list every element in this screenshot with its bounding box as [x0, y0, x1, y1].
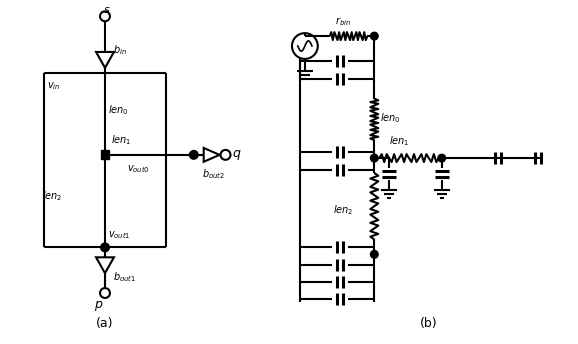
Text: (a): (a) — [97, 317, 114, 330]
Text: (b): (b) — [420, 317, 438, 330]
Text: $len_1$: $len_1$ — [389, 135, 410, 148]
Text: $b_{out2}$: $b_{out2}$ — [202, 167, 225, 181]
Text: $q$: $q$ — [232, 148, 242, 162]
Text: $b_{in}$: $b_{in}$ — [113, 43, 127, 57]
Text: $len_1$: $len_1$ — [111, 133, 131, 147]
Circle shape — [371, 33, 378, 40]
Text: $p$: $p$ — [94, 299, 103, 313]
Text: $r_{bin}$: $r_{bin}$ — [335, 15, 351, 28]
Text: $len_0$: $len_0$ — [380, 111, 401, 125]
Circle shape — [101, 244, 109, 251]
Text: $s$: $s$ — [103, 5, 111, 15]
Text: $v_{in}$: $v_{in}$ — [47, 80, 61, 92]
Bar — [101, 150, 109, 159]
Text: $len_0$: $len_0$ — [108, 104, 129, 117]
Circle shape — [438, 155, 445, 162]
Text: $v_{out1}$: $v_{out1}$ — [108, 230, 131, 241]
Circle shape — [371, 251, 378, 258]
Circle shape — [371, 155, 378, 162]
Text: $len_2$: $len_2$ — [333, 203, 353, 217]
Text: $v_{out0}$: $v_{out0}$ — [127, 163, 150, 175]
Text: $b_{out1}$: $b_{out1}$ — [113, 270, 136, 284]
Circle shape — [190, 151, 198, 159]
Text: $len_2$: $len_2$ — [42, 190, 62, 203]
